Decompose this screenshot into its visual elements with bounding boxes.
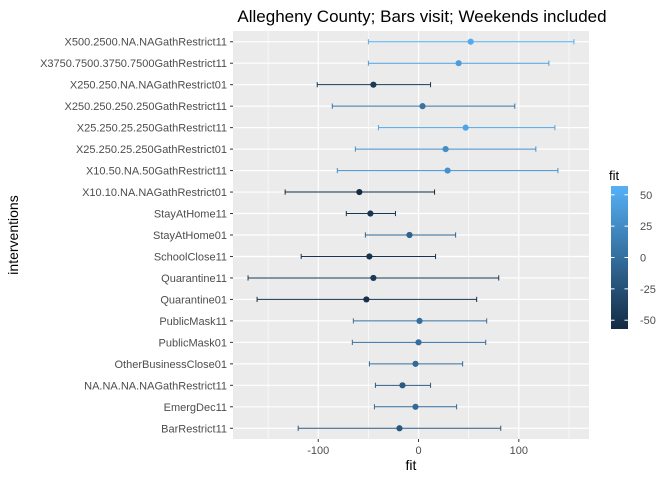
fit-point <box>419 103 426 110</box>
y-tick-label: X25.250.25.250GathRestrict01 <box>76 144 227 156</box>
fit-point <box>412 360 419 367</box>
x-axis-title: fit <box>406 457 417 473</box>
fit-point <box>412 403 419 410</box>
errorbar-group <box>368 360 464 367</box>
errorbar-group <box>247 274 500 282</box>
fit-point <box>367 210 374 217</box>
y-tick-label: SchoolClose11 <box>154 251 227 263</box>
errorbar-group <box>364 231 457 239</box>
x-axis: -100 0 100 <box>307 439 528 457</box>
fit-point <box>366 253 373 260</box>
y-axis-title: interventions <box>5 195 21 274</box>
errorbar-group <box>377 124 556 131</box>
errorbar-group <box>367 60 550 67</box>
legend-title: fit <box>609 168 620 183</box>
fit-point <box>370 81 377 88</box>
errorbar-group <box>331 103 516 110</box>
y-tick-label: Quarantine11 <box>161 273 227 285</box>
y-tick-label: StayAtHome01 <box>153 230 227 242</box>
errorbar-group <box>316 81 432 88</box>
fit-point <box>415 339 422 346</box>
legend-tick-label: 25 <box>640 221 652 233</box>
fit-point <box>406 231 413 239</box>
x-tick-label: 0 <box>415 445 421 457</box>
y-tick-label: BarRestrict11 <box>161 423 227 435</box>
y-tick-label: EmergDec11 <box>164 402 227 414</box>
errorbar-group <box>367 38 575 45</box>
y-tick-label: NA.NA.NA.NAGathRestrict11 <box>84 380 227 392</box>
legend-tick-label: -25 <box>640 284 656 296</box>
legend-colorbar <box>611 186 628 329</box>
errorbar-group <box>373 403 458 410</box>
y-tick-label: X10.10.NA.NAGathRestrict01 <box>82 187 227 199</box>
y-tick-label: X25.250.25.250GathRestrict11 <box>77 123 227 135</box>
data-marks <box>247 38 575 432</box>
errorbar-group <box>284 188 436 196</box>
chart-title: Allegheny County; Bars visit; Weekends i… <box>237 7 606 26</box>
errorbar-group <box>297 425 502 432</box>
y-tick-label: PublicMask01 <box>159 337 227 349</box>
errorbar-group <box>354 146 537 153</box>
y-tick-label: OtherBusinessClose01 <box>114 359 227 371</box>
errorbar-group <box>256 296 478 303</box>
fit-point <box>370 274 377 282</box>
errorbar-group <box>345 210 396 217</box>
errorbar-group <box>351 339 487 346</box>
errorbar-group <box>352 317 488 324</box>
errorbar-group <box>374 382 432 389</box>
y-axis: X500.2500.NA.NAGathRestrict11 X3750.7500.… <box>40 37 233 435</box>
x-tick-label: -100 <box>307 445 329 457</box>
legend-ticks: 50 25 0 -25 -50 <box>611 190 656 327</box>
color-legend: fit 50 25 0 -25 -50 <box>609 168 656 329</box>
fit-point <box>416 317 423 324</box>
fit-point <box>444 167 451 174</box>
fit-point <box>363 296 370 303</box>
y-tick-label: X500.2500.NA.NAGathRestrict11 <box>65 37 227 49</box>
legend-tick-label: -50 <box>640 315 656 327</box>
fit-point <box>399 382 406 389</box>
fit-point <box>467 38 474 45</box>
fit-point <box>396 425 403 432</box>
legend-tick-label: 0 <box>640 253 646 265</box>
fit-point <box>442 146 449 153</box>
y-tick-label: X250.250.NA.NAGathRestrict01 <box>70 80 227 92</box>
y-tick-label: Quarantine01 <box>160 294 227 306</box>
y-tick-label: X3750.7500.3750.7500GathRestrict11 <box>40 58 227 70</box>
fit-point <box>455 60 462 67</box>
y-tick-label: X250.250.250.250GathRestrict11 <box>65 101 227 113</box>
legend-tick-label: 50 <box>640 190 652 202</box>
x-tick-label: 100 <box>510 445 528 457</box>
errorbar-group <box>336 167 559 174</box>
errorbar-group <box>300 253 437 260</box>
y-tick-label: PublicMask11 <box>159 316 227 328</box>
y-tick-label: StayAtHome11 <box>154 209 227 221</box>
y-tick-label: X10.50.NA.50GathRestrict11 <box>86 166 227 178</box>
fit-point <box>356 188 363 196</box>
fit-point <box>462 124 469 131</box>
